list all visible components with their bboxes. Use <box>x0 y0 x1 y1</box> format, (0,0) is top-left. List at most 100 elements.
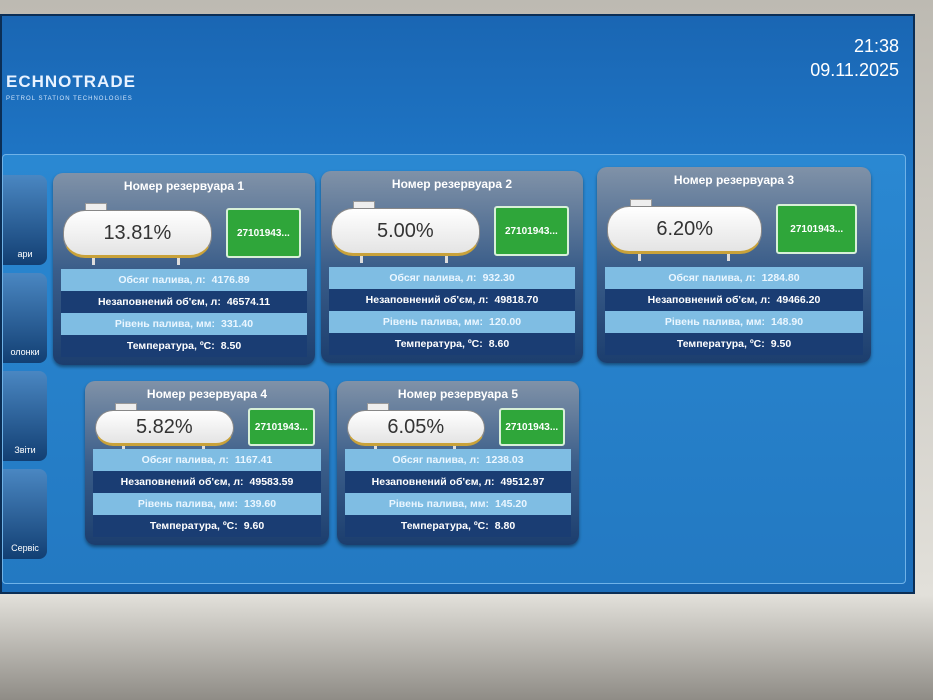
info-label: Обсяг палива, л: <box>141 454 229 466</box>
info-row: Температура, ºC: 9.60 <box>93 515 321 537</box>
fuel-code[interactable]: 27101943... <box>247 408 315 446</box>
tank-level: 13.81% <box>63 210 212 258</box>
sidebar-button[interactable]: Сервіс <box>3 469 47 559</box>
info-row: Незаповнений об'єм, л: 49583.59 <box>93 471 321 493</box>
sidebar-button[interactable]: ари <box>3 175 47 265</box>
tank-leg <box>374 444 378 453</box>
sidebar-label: Сервіс <box>11 543 39 553</box>
info-value: 139.60 <box>244 498 277 510</box>
info-value: 331.40 <box>221 318 254 330</box>
tank-title: Номер резервуара 3 <box>673 173 795 187</box>
info-label: Незаповнений об'єм, л: <box>120 476 244 488</box>
info-value: 8.80 <box>494 520 516 532</box>
tank-title: Номер резервуара 2 <box>391 177 513 191</box>
clock-time: 21:38 <box>853 36 899 56</box>
sidebar-button[interactable]: Звіти <box>3 371 47 461</box>
tank-card[interactable]: Номер резервуара 3 6.20% 27101943... Обсяг … <box>597 167 871 363</box>
tank-leg <box>445 254 449 263</box>
info-value: 120.00 <box>489 316 522 328</box>
tank-level: 5.00% <box>331 208 480 256</box>
sidebar-label: ари <box>17 249 33 259</box>
tank-leg <box>92 256 96 265</box>
tank-leg <box>452 444 456 453</box>
tank-leg <box>637 252 641 261</box>
fuel-code[interactable]: 27101943... <box>498 408 565 446</box>
info-label: Температура, ºC: <box>126 340 215 352</box>
tank-level: 5.82% <box>95 410 234 446</box>
info-row: Рівень палива, мм: 145.20 <box>345 493 571 515</box>
info-value: 148.90 <box>771 316 804 328</box>
tanks-panel: ари олонки Звіти Сервіс Номер резервуара 1 13… <box>2 154 906 584</box>
info-label: Температура, ºC: <box>676 338 765 350</box>
info-row: Температура, ºC: 8.50 <box>61 335 307 357</box>
info-row: Незаповнений об'єм, л: 49466.20 <box>605 289 863 311</box>
info-label: Обсяг палива, л: <box>668 272 756 284</box>
brand: ECHNOTRADE <box>6 72 136 91</box>
tank-level: 6.05% <box>347 410 485 446</box>
info-row: Обсяг палива, л: 1284.80 <box>605 267 863 289</box>
info-label: Температура, ºC: <box>394 338 483 350</box>
tank-card[interactable]: Номер резервуара 5 6.05% 27101943... Обсяг … <box>337 381 579 545</box>
tank-leg <box>177 256 181 265</box>
info-value: 49583.59 <box>249 476 294 488</box>
info-label: Незаповнений об'єм, л: <box>97 296 221 308</box>
info-row: Незаповнений об'єм, л: 49512.97 <box>345 471 571 493</box>
info-row: Обсяг палива, л: 4176.89 <box>61 269 307 291</box>
tank-leg <box>122 444 126 453</box>
info-label: Температура, ºC: <box>149 520 238 532</box>
info-value: 1238.03 <box>485 454 524 466</box>
info-value: 49512.97 <box>500 476 545 488</box>
info-row: Температура, ºC: 9.50 <box>605 333 863 355</box>
info-label: Температура, ºC: <box>400 520 489 532</box>
info-label: Обсяг палива, л: <box>118 274 206 286</box>
info-value: 9.50 <box>770 338 792 350</box>
tank-leg <box>360 254 364 263</box>
info-row: Температура, ºC: 8.60 <box>329 333 575 355</box>
tank-leg <box>726 252 730 261</box>
info-value: 8.60 <box>488 338 510 350</box>
sidebar-button[interactable]: олонки <box>3 273 47 363</box>
info-row: Обсяг палива, л: 1167.41 <box>93 449 321 471</box>
info-value: 932.30 <box>482 272 515 284</box>
info-row: Незаповнений об'єм, л: 49818.70 <box>329 289 575 311</box>
info-row: Рівень палива, мм: 331.40 <box>61 313 307 335</box>
info-value: 8.50 <box>220 340 242 352</box>
tank-leg <box>201 444 205 453</box>
info-label: Обсяг палива, л: <box>392 454 480 466</box>
info-value: 9.60 <box>243 520 265 532</box>
tank-title: Номер резервуара 1 <box>123 179 245 193</box>
info-row: Рівень палива, мм: 120.00 <box>329 311 575 333</box>
tank-title: Номер резервуара 4 <box>146 387 268 401</box>
info-value: 49466.20 <box>776 294 821 306</box>
info-value: 145.20 <box>495 498 528 510</box>
info-value: 46574.11 <box>226 296 271 308</box>
tank-card[interactable]: Номер резервуара 4 5.82% 27101943... Обсяг … <box>85 381 329 545</box>
tagline: PETROL STATION TECHNOLOGIES <box>6 96 133 102</box>
info-row: Обсяг палива, л: 1238.03 <box>345 449 571 471</box>
info-value: 1284.80 <box>761 272 800 284</box>
screen: ECHNOTRADE PETROL STATION TECHNOLOGIES 2… <box>0 14 915 594</box>
tank-level: 6.20% <box>607 206 763 254</box>
tank-card[interactable]: Номер резервуара 1 13.81% 27101943... Обсяг… <box>53 173 315 365</box>
info-label: Незаповнений об'єм, л: <box>365 294 489 306</box>
info-label: Незаповнений об'єм, л: <box>647 294 771 306</box>
info-label: Рівень палива, мм: <box>137 498 238 510</box>
info-label: Рівень палива, мм: <box>664 316 765 328</box>
tank-card[interactable]: Номер резервуара 2 5.00% 27101943... Обсяг … <box>321 171 583 363</box>
sidebar-label: олонки <box>10 347 40 357</box>
fuel-code[interactable]: 27101943... <box>776 204 857 254</box>
info-value: 4176.89 <box>211 274 250 286</box>
info-row: Температура, ºC: 8.80 <box>345 515 571 537</box>
info-label: Обсяг палива, л: <box>389 272 477 284</box>
fuel-code[interactable]: 27101943... <box>225 208 301 258</box>
info-label: Незаповнений об'єм, л: <box>371 476 495 488</box>
info-row: Рівень палива, мм: 148.90 <box>605 311 863 333</box>
info-label: Рівень палива, мм: <box>382 316 483 328</box>
info-row: Рівень палива, мм: 139.60 <box>93 493 321 515</box>
clock-date: 09.11.2025 <box>810 60 899 80</box>
fuel-code[interactable]: 27101943... <box>493 206 569 256</box>
info-value: 1167.41 <box>234 454 273 466</box>
sidebar-label: Звіти <box>14 445 36 455</box>
info-label: Рівень палива, мм: <box>388 498 489 510</box>
